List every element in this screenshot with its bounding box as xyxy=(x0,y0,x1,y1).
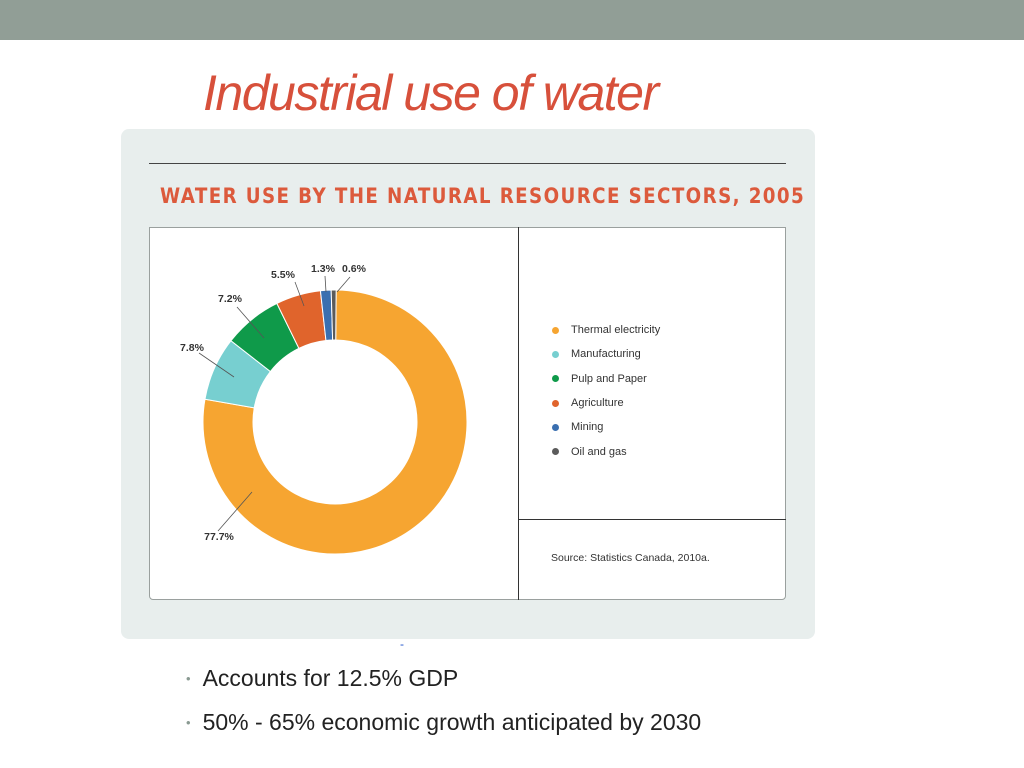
legend-swatch-icon xyxy=(552,326,559,334)
bullet-item: • Accounts for 12.5% GDP xyxy=(186,656,701,700)
leader-line xyxy=(336,276,351,293)
legend-item: Thermal electricity xyxy=(552,318,660,342)
slice-label: 7.2% xyxy=(218,293,243,305)
leader-line xyxy=(324,275,327,293)
legend-swatch-icon xyxy=(552,350,559,358)
leader-line xyxy=(198,352,235,378)
legend-item: Agriculture xyxy=(552,391,660,415)
stray-mark: - xyxy=(400,637,404,651)
donut-slice-thermal-electricity xyxy=(202,289,468,555)
bullet-icon: • xyxy=(186,670,191,686)
slice-label: 5.5% xyxy=(271,269,296,281)
legend-item: Oil and gas xyxy=(552,439,660,463)
donut-slice-oil-and-gas xyxy=(330,289,337,341)
top-bar xyxy=(0,0,1024,40)
legend-swatch-icon xyxy=(552,448,559,456)
slice-label: 0.6% xyxy=(342,263,367,275)
legend-item: Pulp and Paper xyxy=(552,367,660,391)
bullet-text: Accounts for 12.5% GDP xyxy=(202,664,459,691)
bullet-text: 50% - 65% economic growth anticipated by… xyxy=(202,708,702,735)
legend-label: Manufacturing xyxy=(571,348,641,361)
legend-label: Agriculture xyxy=(571,397,624,410)
slice-label: 1.3% xyxy=(311,263,336,275)
legend-label: Pulp and Paper xyxy=(571,372,647,385)
legend-item: Mining xyxy=(552,415,660,439)
legend-label: Thermal electricity xyxy=(571,324,661,337)
panel-rule xyxy=(149,163,786,164)
legend-swatch-icon xyxy=(552,399,559,407)
slice-label: 77.7% xyxy=(204,531,234,543)
legend-divider-vertical xyxy=(518,227,519,600)
legend-divider-horizontal xyxy=(518,519,786,520)
legend-item: Manufacturing xyxy=(552,342,660,366)
bullet-icon: • xyxy=(186,714,191,730)
chart-legend: Thermal electricity Manufacturing Pulp and… xyxy=(552,318,660,464)
bullet-list: • Accounts for 12.5% GDP • 50% - 65% econo… xyxy=(186,656,701,744)
leader-line xyxy=(294,281,305,307)
slice-label: 7.8% xyxy=(180,342,205,354)
leader-line xyxy=(217,491,253,532)
legend-swatch-icon xyxy=(552,375,559,383)
chart-source: Source: Statistics Canada, 2010a. xyxy=(551,552,710,564)
bullet-item: • 50% - 65% economic growth anticipated b… xyxy=(186,700,701,744)
chart-box xyxy=(149,227,786,600)
donut-chart: 77.7% 7.8% 7.2% 5.5% 1.3% 0.6% xyxy=(180,263,468,555)
leader-line xyxy=(236,306,265,339)
legend-label: Mining xyxy=(571,421,604,434)
chart-title: WATER USE BY THE NATURAL RESOURCE SECTOR… xyxy=(160,184,806,208)
slide-title: Industrial use of water xyxy=(203,65,659,121)
legend-label: Oil and gas xyxy=(571,445,627,458)
legend-swatch-icon xyxy=(552,423,559,431)
